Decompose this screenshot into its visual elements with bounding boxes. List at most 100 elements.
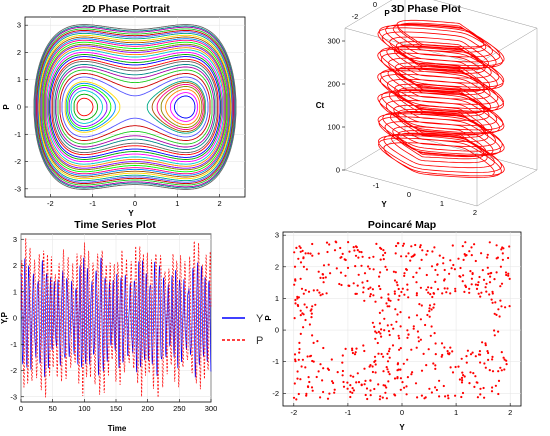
- phase-portrait-orbit-right: [156, 83, 204, 131]
- poincare-point: [297, 392, 300, 396]
- poincare-point: [468, 291, 471, 294]
- legend-label-p: P: [256, 335, 263, 347]
- poincare-point: [352, 246, 355, 249]
- poincare-point: [299, 246, 302, 249]
- poincare-point: [461, 391, 465, 395]
- time-series-ticks: 0 50 100 150 200 250 300 -3 -2 -1 0 1 2 3: [10, 235, 217, 413]
- poincare-point: [354, 245, 358, 248]
- poincare-point: [484, 344, 487, 347]
- poincare-point: [296, 377, 299, 380]
- poincare-point: [349, 374, 352, 377]
- poincare-point: [299, 250, 302, 253]
- phase-portrait-orbit-right: [165, 88, 201, 126]
- poincare-point: [355, 347, 358, 350]
- phase-portrait-orbit-outer: [48, 54, 222, 160]
- phase-portrait-ytick-label: 1: [17, 75, 21, 84]
- phase-3d-x-tick-label: 2: [473, 208, 477, 217]
- poincare-point: [329, 272, 332, 275]
- poincare-point: [432, 292, 435, 295]
- poincare-point: [385, 386, 388, 389]
- poincare-point: [410, 245, 413, 248]
- poincare-point: [425, 364, 428, 367]
- poincare-point: [474, 375, 477, 378]
- poincare-point: [378, 322, 381, 325]
- phase-portrait-ytick-label: 3: [17, 21, 21, 30]
- poincare-point: [490, 271, 493, 275]
- poincare-point: [386, 368, 389, 371]
- poincare-point: [385, 268, 389, 271]
- poincare-point: [419, 244, 422, 247]
- poincare-point: [482, 386, 485, 390]
- poincare-ytick-label: 0: [275, 326, 279, 335]
- poincare-point: [394, 394, 397, 397]
- poincare-point: [372, 268, 375, 271]
- phase-portrait-orbit-left: [68, 87, 108, 127]
- poincare-point: [480, 252, 483, 255]
- poincare-point: [469, 353, 473, 356]
- poincare-point: [493, 329, 496, 332]
- poincare-point: [318, 291, 321, 294]
- poincare-point: [296, 370, 299, 373]
- poincare-point: [454, 287, 457, 290]
- poincare-point: [384, 251, 387, 254]
- phase-3d-p-label: P: [384, 9, 390, 18]
- poincare-point: [387, 299, 390, 302]
- poincare-point: [436, 288, 440, 291]
- poincare-point: [385, 302, 388, 305]
- poincare-point: [314, 303, 317, 306]
- poincare-point: [307, 252, 310, 255]
- poincare-point: [379, 287, 382, 291]
- phase-portrait-orbit-outer: [57, 69, 213, 145]
- poincare-point: [434, 353, 437, 356]
- poincare-point: [433, 303, 436, 306]
- poincare-point: [383, 329, 386, 332]
- poincare-point: [335, 267, 338, 270]
- poincare-point: [459, 266, 462, 270]
- poincare-point: [357, 256, 360, 259]
- poincare-point: [419, 246, 422, 249]
- poincare-point: [477, 353, 481, 356]
- poincare-point: [381, 396, 384, 399]
- time-series-ytick-label: 1: [13, 287, 17, 296]
- phase-portrait-orbit-outer: [54, 64, 216, 150]
- poincare-point: [422, 352, 425, 355]
- poincare-point: [303, 303, 306, 306]
- poincare-point: [430, 265, 434, 268]
- poincare-point: [488, 281, 492, 284]
- poincare-point: [478, 275, 481, 279]
- poincare-point: [473, 243, 476, 246]
- poincare-point: [446, 287, 449, 290]
- poincare-point: [428, 387, 431, 390]
- poincare-point: [505, 363, 508, 366]
- poincare-point: [470, 254, 473, 257]
- poincare-point: [400, 290, 403, 294]
- poincare-point: [356, 372, 359, 375]
- phase-3d-curve: [377, 19, 505, 178]
- poincare-point: [310, 312, 313, 315]
- poincare-point: [352, 282, 355, 285]
- poincare-point: [383, 317, 386, 320]
- poincare-point: [307, 376, 310, 379]
- poincare-point: [393, 290, 396, 293]
- poincare-point: [501, 258, 504, 261]
- poincare-panel: Poincaré Map -2 -1 0 1 2 -2 -1 0 1 2 3 Y P: [264, 219, 522, 432]
- poincare-point: [427, 286, 430, 289]
- poincare-point: [353, 249, 356, 252]
- poincare-point: [415, 292, 418, 295]
- poincare-point: [398, 348, 401, 351]
- poincare-point: [424, 323, 427, 327]
- phase-portrait-orbit-right: [146, 80, 206, 134]
- time-series-title: Time Series Plot: [74, 219, 156, 231]
- poincare-point: [347, 241, 350, 244]
- poincare-point: [396, 376, 399, 379]
- poincare-point: [292, 396, 296, 399]
- poincare-point: [488, 293, 491, 296]
- poincare-point: [362, 344, 365, 347]
- poincare-point: [501, 252, 504, 255]
- poincare-point: [428, 307, 431, 310]
- poincare-point: [311, 334, 314, 337]
- phase-3d-box-edge: [344, 133, 406, 171]
- phase-portrait-orbit-outer: [51, 58, 219, 156]
- poincare-point: [443, 278, 446, 281]
- poincare-point: [429, 334, 432, 337]
